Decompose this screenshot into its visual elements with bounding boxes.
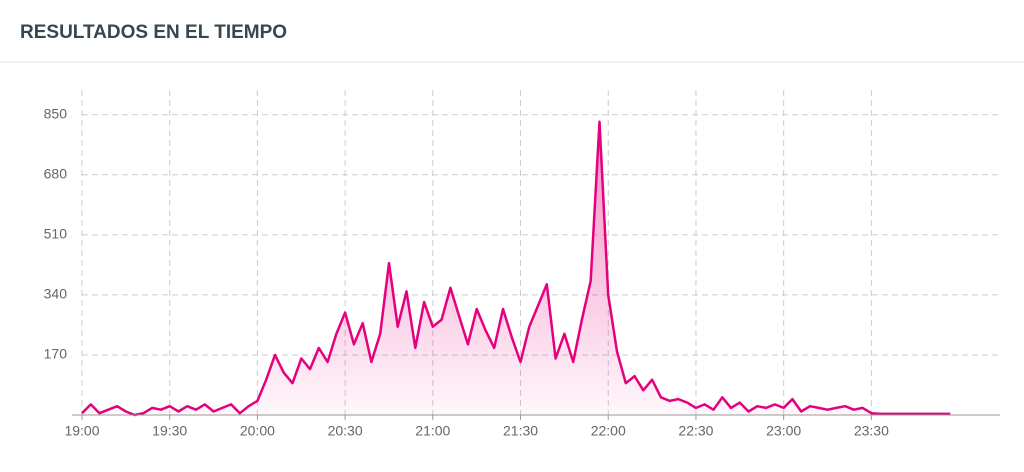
- x-tick-label: 22:00: [591, 423, 626, 439]
- y-tick-label: 170: [44, 346, 68, 362]
- x-tick-label: 19:30: [152, 423, 187, 439]
- x-tick-label: 21:30: [503, 423, 538, 439]
- x-tick-label: 19:00: [64, 423, 99, 439]
- line: [81, 120, 951, 417]
- x-tick-label: 20:00: [240, 423, 275, 439]
- header-title: RESULTADOS EN EL TIEMPO: [20, 22, 287, 43]
- y-tick-label: 680: [44, 165, 68, 181]
- y-tick-label: 340: [44, 286, 68, 302]
- y-tick-label: 510: [44, 226, 68, 242]
- y-tick-label: 850: [44, 105, 68, 121]
- x-tick-label: 23:30: [854, 423, 889, 439]
- x-tick-label: 20:30: [328, 423, 363, 439]
- x-tick-label: 23:00: [766, 423, 801, 439]
- area-fill: [82, 121, 951, 416]
- x-tick-label: 21:00: [415, 423, 450, 439]
- x-tick-label: 22:30: [678, 423, 713, 439]
